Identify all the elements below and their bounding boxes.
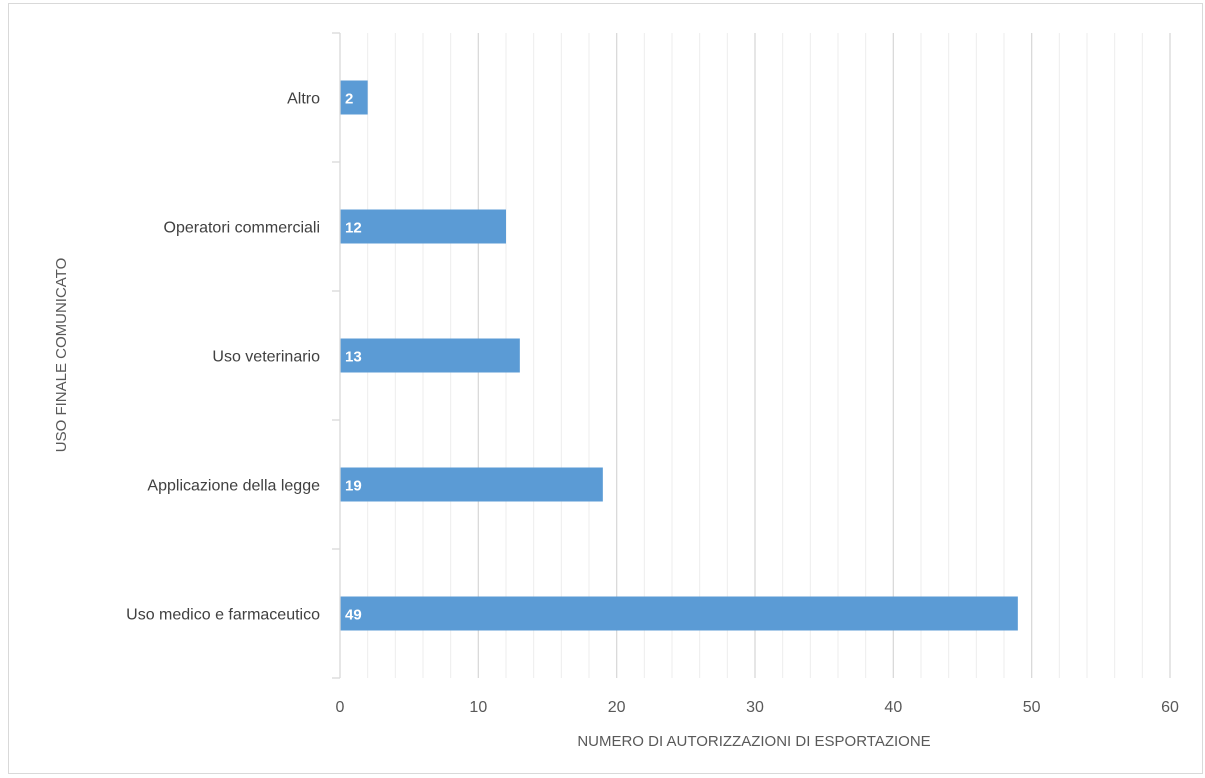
bar xyxy=(340,467,603,502)
bar xyxy=(340,209,506,244)
category-label: Applicazione della legge xyxy=(147,478,320,495)
x-tick-label: 40 xyxy=(884,699,902,716)
category-label: Uso medico e farmaceutico xyxy=(126,607,320,624)
bar-value-label: 19 xyxy=(345,478,362,495)
category-label: Uso veterinario xyxy=(212,349,320,366)
bar-value-label: 2 xyxy=(345,91,353,108)
category-label: Altro xyxy=(287,91,320,108)
category-label: Operatori commerciali xyxy=(164,220,320,237)
axis-layer: 0 10 20 30 40 50 60 Uso medico e farmaceutico Ap… xyxy=(126,32,1179,716)
x-tick-label: 30 xyxy=(746,699,764,716)
y-axis-title: USO FINALE COMUNICATO xyxy=(53,258,70,452)
x-tick-label: 20 xyxy=(608,699,626,716)
x-tick-label: 10 xyxy=(469,699,487,716)
bars-layer: 49 19 13 12 2 xyxy=(340,80,1018,631)
x-axis-title: NUMERO DI AUTORIZZAZIONI DI ESPORTAZIONE xyxy=(577,733,930,750)
bar-value-label: 13 xyxy=(345,349,362,366)
bar xyxy=(340,80,368,115)
bar xyxy=(340,338,520,373)
x-tick-label: 60 xyxy=(1161,699,1179,716)
x-tick-label: 50 xyxy=(1023,699,1041,716)
bar-value-label: 49 xyxy=(345,607,362,624)
bar-value-label: 12 xyxy=(345,220,362,237)
bar xyxy=(340,596,1018,631)
x-tick-label: 0 xyxy=(336,699,345,716)
